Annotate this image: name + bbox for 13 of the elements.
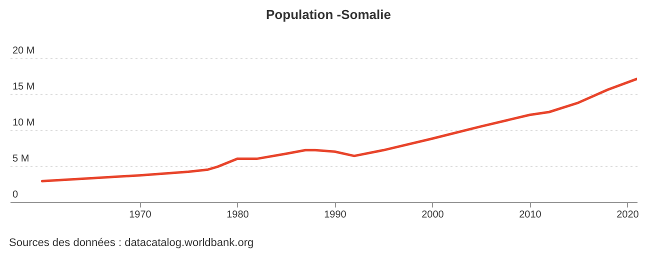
source-note: Sources des données : datacatalog.worldbank.org <box>9 237 254 249</box>
x-tick-label: 1970 <box>129 210 152 220</box>
y-tick-label: 5 M <box>12 154 30 164</box>
x-tick-label: 1980 <box>226 210 250 220</box>
x-tick-label: 2010 <box>519 210 542 220</box>
chart-title: Population -Somalie <box>265 7 392 22</box>
y-tick-label: 20 M <box>12 46 35 56</box>
x-tick-label: 2000 <box>422 210 444 220</box>
y-tick-label: 10 M <box>12 118 35 128</box>
x-tick-label: 2020 <box>616 210 640 220</box>
y-tick-label: 0 <box>12 190 18 200</box>
y-tick-label: 15 M <box>12 82 35 92</box>
x-tick-label: 1990 <box>324 210 347 220</box>
